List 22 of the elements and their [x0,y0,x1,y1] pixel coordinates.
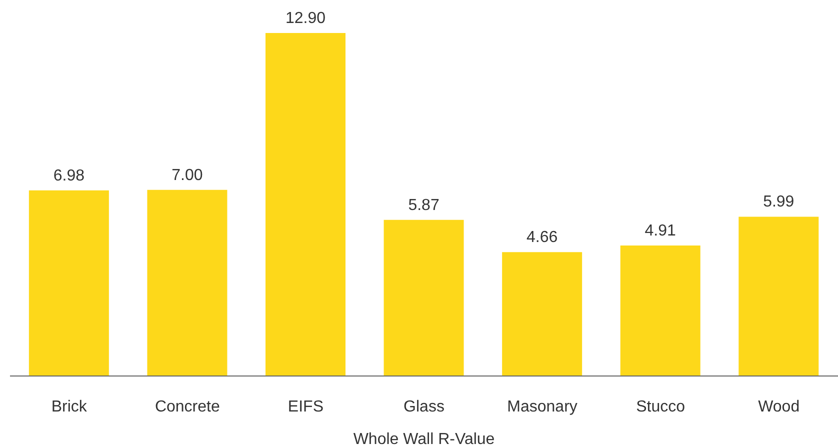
data-label: 6.98 [53,167,85,184]
data-label: 12.90 [285,10,326,27]
x-tick-label: EIFS [288,398,324,416]
x-tick-label: Brick [51,398,88,416]
data-label: 5.87 [408,196,440,214]
bar [738,216,819,376]
x-tick-label: Stucco [636,398,686,416]
x-tick-label: Wood [758,398,800,416]
bar [502,252,582,376]
bar [620,245,700,376]
data-label: 5.99 [763,194,794,211]
bar [28,190,109,376]
data-label: 4.91 [644,222,676,240]
bar [147,190,228,376]
bar [265,33,346,376]
data-label: 7.00 [172,166,203,184]
bar [384,220,464,376]
x-tick-label: Masonary [507,398,578,416]
x-axis-title: Whole Wall R-Value [353,431,495,448]
x-tick-label: Glass [404,398,444,416]
data-label: 4.66 [526,229,558,246]
x-tick-label: Concrete [154,398,220,416]
